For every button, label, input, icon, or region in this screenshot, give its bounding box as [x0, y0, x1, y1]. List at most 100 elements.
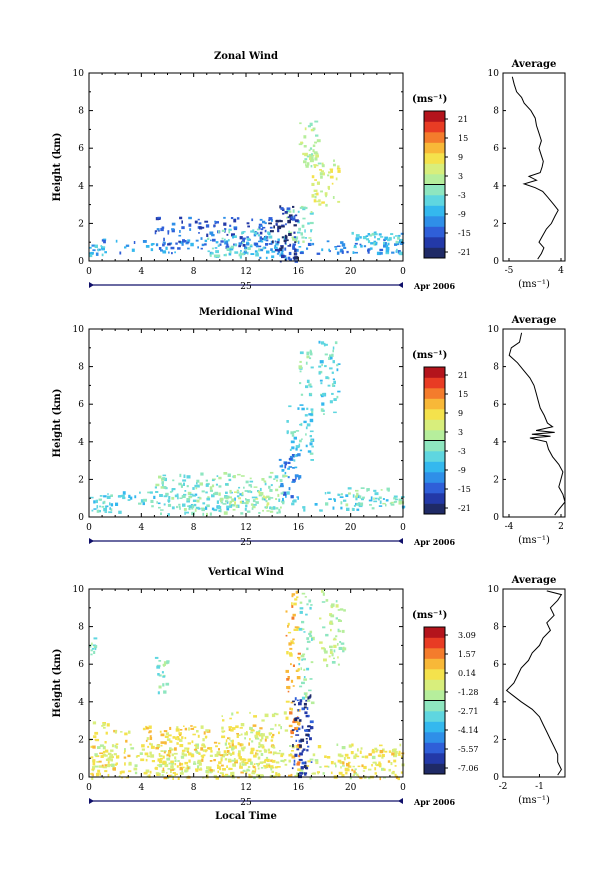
- heatmap-cell: [184, 727, 188, 731]
- x-tick-label: 0: [400, 783, 406, 793]
- heatmap-cell: [127, 754, 131, 758]
- heatmap-cell: [254, 768, 257, 772]
- heatmap-cell: [259, 487, 262, 492]
- heatmap-cell: [142, 502, 145, 506]
- heatmap-cell: [390, 501, 394, 504]
- heatmap-cell: [184, 761, 188, 765]
- heatmap-cell: [296, 596, 299, 599]
- heatmap-cell: [309, 158, 314, 163]
- heatmap-cell: [388, 750, 392, 753]
- heatmap-cell: [214, 220, 216, 223]
- colorbar-segment: [424, 742, 445, 754]
- heatmap-cell: [201, 758, 204, 762]
- heatmap-cell: [316, 252, 321, 255]
- heatmap-cell: [278, 774, 281, 777]
- heatmap-cell: [265, 256, 268, 260]
- heatmap-cell: [162, 484, 164, 487]
- heatmap-cell: [382, 748, 385, 752]
- heatmap-cell: [361, 755, 365, 758]
- heatmap-cell: [329, 651, 333, 654]
- heatmap-cell: [232, 498, 235, 502]
- heatmap-cell: [273, 225, 275, 229]
- heatmap-cell: [223, 750, 227, 754]
- y-tick-label: 2: [78, 475, 84, 485]
- heatmap-cell: [155, 747, 159, 750]
- heatmap-cell: [186, 500, 190, 503]
- average-x-tick-label: 2: [558, 522, 564, 532]
- average-y-tick-label: 2: [493, 475, 499, 485]
- heatmap-cell: [124, 246, 127, 249]
- heatmap-cell: [190, 504, 195, 509]
- heatmap-cell: [234, 491, 237, 493]
- heatmap-cell: [174, 494, 179, 498]
- heatmap-cell: [103, 239, 106, 244]
- heatmap-cell: [94, 645, 98, 648]
- heatmap-cell: [297, 231, 301, 234]
- heatmap-cell: [180, 484, 183, 488]
- heatmap-cell: [354, 753, 358, 757]
- heatmap-cell: [250, 253, 255, 255]
- heatmap-cell: [187, 766, 190, 770]
- heatmap-cell: [272, 751, 277, 755]
- heatmap-cell: [150, 248, 154, 252]
- heatmap-cell: [170, 760, 174, 764]
- heatmap-cell: [89, 254, 93, 258]
- heatmap-cell: [284, 763, 288, 766]
- heatmap-cell: [228, 752, 231, 755]
- heatmap-cell: [176, 765, 179, 768]
- heatmap-cell: [335, 617, 338, 620]
- heatmap-cell: [345, 771, 348, 775]
- heatmap-cell: [255, 763, 259, 765]
- heatmap-cell: [240, 512, 244, 515]
- heatmap-cell: [204, 735, 208, 738]
- heatmap-cell: [383, 768, 386, 771]
- heatmap-cell: [301, 628, 305, 630]
- heatmap-cell: [259, 238, 263, 243]
- heatmap-cell: [240, 733, 243, 736]
- heatmap-cell: [92, 774, 94, 777]
- heatmap-cell: [293, 256, 298, 260]
- heatmap-cell: [100, 245, 102, 248]
- heatmap-cell: [301, 658, 303, 661]
- heatmap-cell: [328, 248, 330, 252]
- heatmap-cell: [274, 246, 278, 249]
- heatmap-cell: [287, 622, 290, 626]
- heatmap-cell: [329, 250, 331, 253]
- heatmap-cell: [111, 744, 115, 748]
- heatmap-cell: [92, 762, 96, 766]
- heatmap-cell: [197, 765, 200, 769]
- heatmap-cell: [280, 506, 282, 509]
- heatmap-cell: [257, 234, 261, 237]
- heatmap-cell: [305, 165, 309, 168]
- heatmap-cell: [269, 471, 274, 474]
- heatmap-cell: [301, 236, 305, 239]
- heatmap-cell: [395, 235, 399, 237]
- heatmap-cell: [223, 222, 227, 225]
- heatmap-cell: [231, 759, 236, 762]
- heatmap-cell: [253, 486, 258, 488]
- heatmap-cell: [287, 631, 292, 634]
- heatmap-cell: [253, 754, 257, 758]
- heatmap-cell: [299, 404, 304, 406]
- heatmap-cell: [247, 766, 251, 769]
- heatmap-cell: [168, 251, 170, 254]
- heatmap-cell: [239, 251, 242, 255]
- average-title: Average: [511, 59, 557, 70]
- heatmap-cell: [335, 600, 338, 603]
- heatmap-cell: [349, 765, 352, 768]
- heatmap-cell: [186, 498, 191, 501]
- heatmap-cell: [305, 699, 309, 702]
- heatmap-cell: [306, 640, 311, 643]
- heatmap-cell: [104, 511, 108, 513]
- colorbar-segment: [424, 700, 445, 712]
- heatmap-cell: [300, 393, 304, 396]
- heatmap-cell: [321, 590, 324, 593]
- heatmap-cell: [226, 505, 230, 509]
- heatmap-cell: [305, 361, 308, 365]
- heatmap-cell: [270, 248, 273, 251]
- heatmap-cell: [149, 770, 152, 774]
- heatmap-cell: [167, 243, 171, 246]
- heatmap-cell: [297, 210, 300, 213]
- heatmap-cell: [192, 494, 196, 497]
- heatmap-cell: [166, 757, 171, 761]
